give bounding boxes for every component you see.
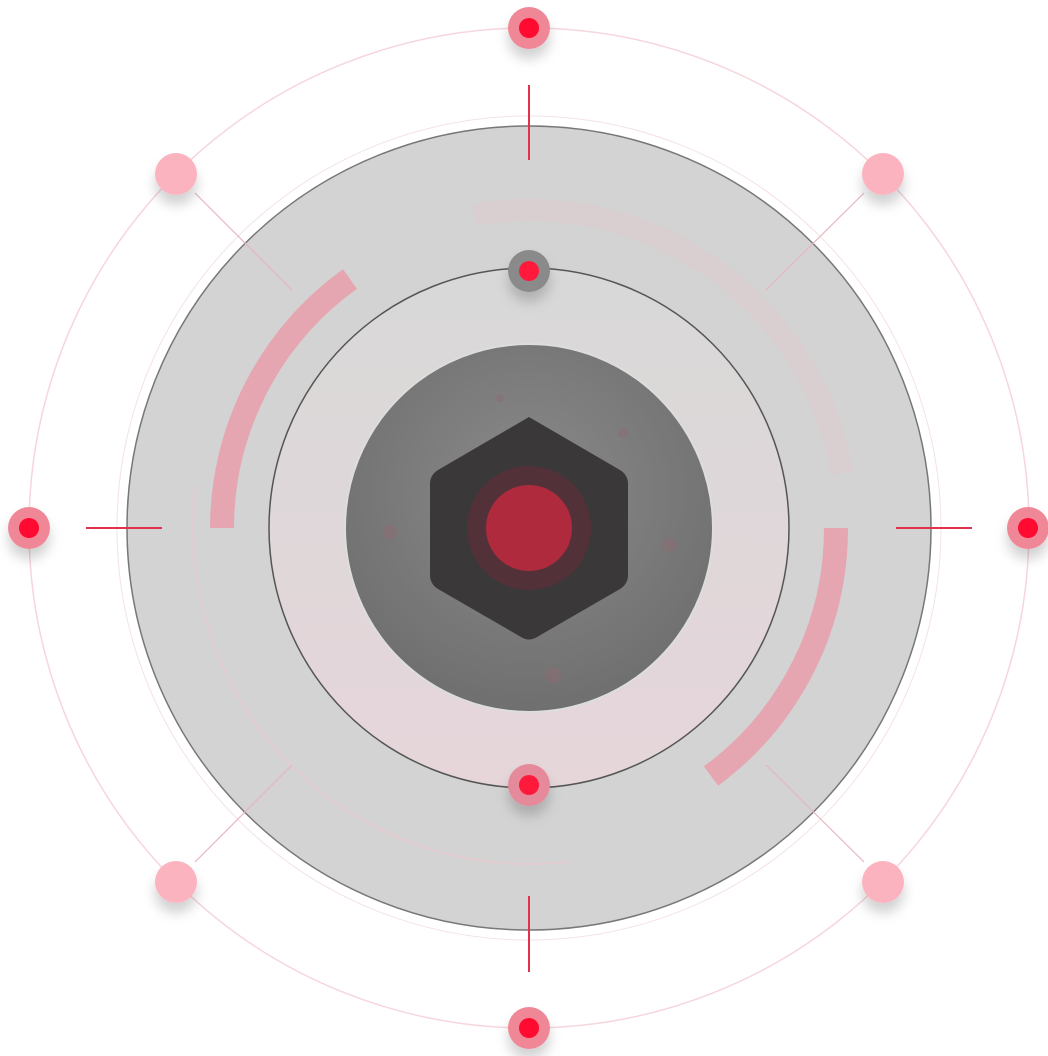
node [862, 861, 904, 903]
particle [545, 667, 561, 683]
node-dot [19, 518, 39, 538]
ring-node-dot [519, 775, 539, 795]
node-dot [519, 18, 539, 38]
node [862, 153, 904, 195]
node [155, 153, 197, 195]
particle [383, 525, 397, 539]
radial-graphic [0, 0, 1048, 1056]
ring-node-dot [519, 261, 539, 281]
node-dot [519, 1018, 539, 1038]
core [486, 485, 572, 571]
page: {} [0, 0, 1048, 1056]
particle [663, 538, 677, 552]
node-dot [1018, 518, 1038, 538]
node [155, 861, 197, 903]
particle [496, 394, 504, 402]
particle [618, 428, 628, 438]
